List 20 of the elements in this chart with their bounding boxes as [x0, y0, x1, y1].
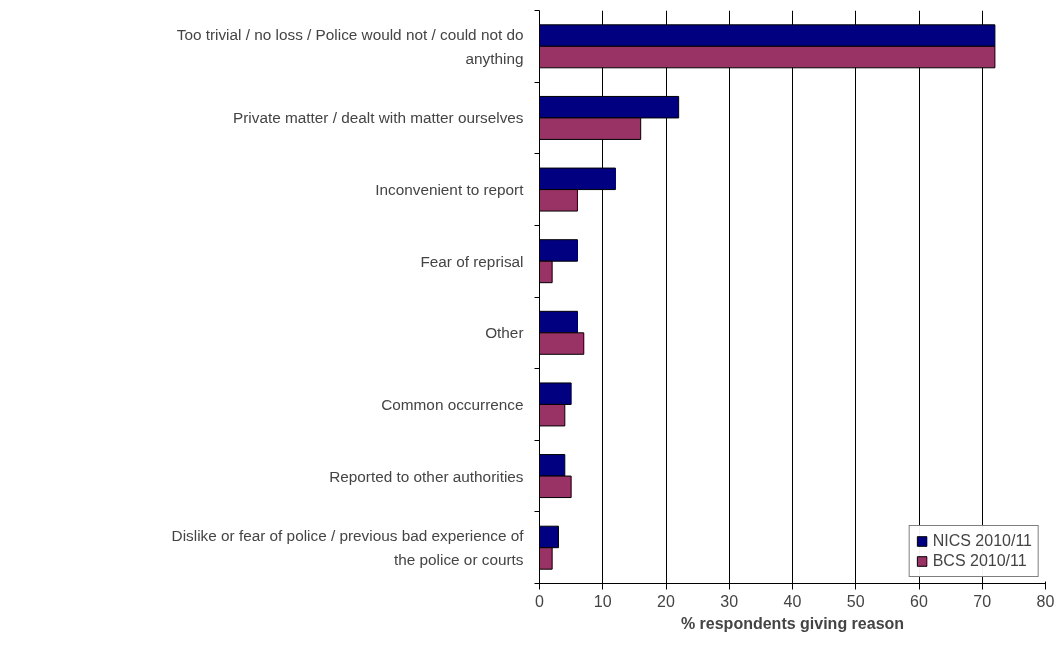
y-tick-label: Too trivial / no loss / Police would not / could not do anything	[176, 25, 524, 67]
x-tick-label: 20	[657, 592, 675, 610]
legend-label: BCS 2010/11	[932, 552, 1027, 570]
y-tick-label: Other	[485, 324, 524, 342]
y-tick-label: Dislike or fear of police / previous bad experience of the police or courts	[171, 527, 525, 569]
x-tick-label: 10	[593, 592, 612, 610]
x-tick-label: 60	[910, 592, 928, 610]
legend-label: NICS 2010/11	[932, 532, 1032, 550]
y-tick-label: Inconvenient to report	[375, 181, 525, 199]
y-tick-label: Common occurrence	[381, 395, 524, 413]
x-tick-label: 0	[535, 592, 545, 610]
x-tick-label: 70	[973, 592, 992, 610]
x-tick-label: 50	[846, 592, 865, 610]
y-tick-label: Fear of reprisal	[420, 252, 524, 270]
x-axis-title: % respondents giving reason	[680, 614, 905, 632]
y-tick-label: Private matter / dealt with matter ourselves	[233, 109, 524, 127]
x-tick-label: 40	[783, 592, 802, 610]
x-tick-label: 80	[1036, 592, 1055, 610]
x-tick-label: 30	[720, 592, 739, 610]
y-tick-label: Reported to other authorities	[329, 467, 524, 485]
